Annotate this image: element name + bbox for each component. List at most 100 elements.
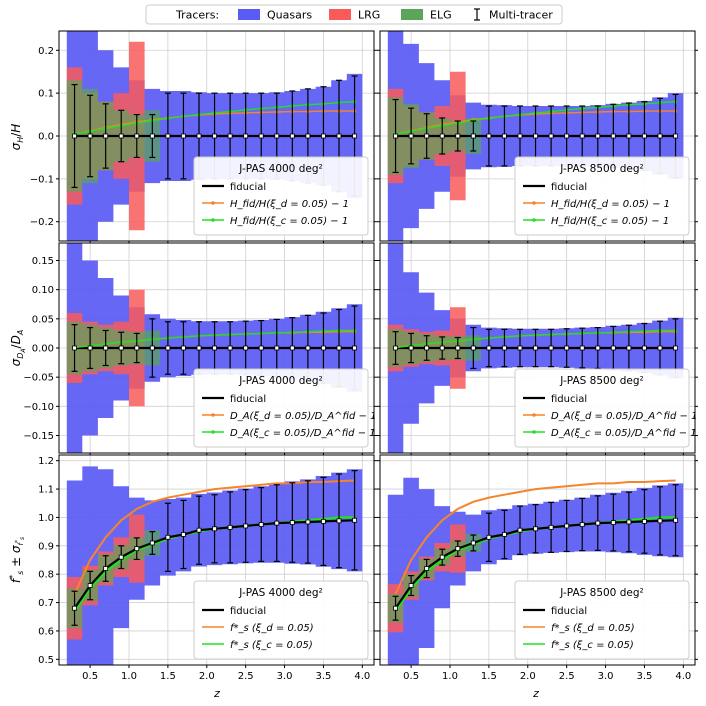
multitracer-marker — [533, 526, 538, 532]
panel-legend-label: fiducial — [551, 606, 587, 617]
multitracer-marker — [408, 345, 414, 351]
x-tick-label: 4.0 — [354, 671, 370, 682]
multitracer-marker — [196, 527, 202, 533]
multitracer-marker — [212, 345, 217, 351]
multitracer-marker — [424, 566, 430, 571]
curve-xi-d — [394, 479, 676, 595]
multitracer-marker — [181, 345, 186, 351]
multitracer-marker — [165, 534, 171, 540]
multitracer-marker — [305, 345, 311, 351]
panel-legend: J-PAS 4000 deg² fiducial H_fid/H(ξ_d = 0.0… — [193, 156, 369, 236]
multitracer-marker — [642, 519, 647, 524]
multitracer-marker — [181, 532, 186, 537]
panel-legend-title: J-PAS 8500 deg² — [559, 163, 643, 175]
multitracer-marker — [165, 133, 171, 139]
panel-legend-label: f*_s (ξ_d = 0.05) — [551, 623, 635, 634]
multitracer-marker — [212, 133, 217, 139]
panel-legend-label: D_A(ξ_d = 0.05)/D_A^fid − 1 — [551, 411, 697, 422]
y-tick-label: 1.1 — [38, 485, 54, 496]
x-tick-label: 1.0 — [121, 671, 137, 682]
x-tick-label: 3.0 — [598, 671, 614, 682]
multitracer-marker — [626, 133, 632, 139]
x-tick-label: 0.5 — [403, 671, 419, 682]
multitracer-marker — [103, 345, 109, 351]
x-tick-label: 3.5 — [636, 671, 652, 682]
y-tick-label: −0.10 — [23, 402, 54, 413]
y-tick-label: −0.1 — [30, 174, 54, 185]
multitracer-marker — [486, 133, 492, 139]
multitracer-marker — [533, 133, 538, 139]
multitracer-marker — [595, 345, 601, 351]
multitracer-marker — [424, 133, 430, 139]
legend-swatch-lrg — [329, 9, 351, 20]
multitracer-marker — [72, 133, 77, 139]
panel-legend-label: fiducial — [551, 182, 587, 193]
multitracer-marker — [626, 345, 632, 351]
multitracer-marker — [227, 133, 233, 139]
multitracer-marker — [673, 133, 678, 139]
multitracer-marker — [149, 345, 155, 351]
multitracer-marker — [673, 345, 678, 351]
x-tick-label: 2.5 — [238, 671, 254, 682]
multitracer-marker — [181, 133, 186, 139]
panel-legend-label: H_fid/H(ξ_c = 0.05) − 1 — [230, 216, 348, 227]
panel-legend-marker — [211, 201, 215, 205]
multitracer-marker — [149, 540, 155, 546]
panel-legend-label: H_fid/H(ξ_d = 0.05) − 1 — [551, 199, 670, 210]
multitracer-marker — [243, 133, 249, 139]
multitracer-marker — [227, 345, 233, 351]
multitracer-marker — [321, 519, 326, 524]
multitracer-marker — [118, 345, 124, 351]
multitracer-marker — [258, 345, 264, 351]
multitracer-marker — [439, 554, 445, 560]
multitracer-marker — [134, 133, 140, 139]
panel-legend-label: D_A(ξ_c = 0.05)/D_A^fid − 1 — [230, 428, 376, 439]
multitracer-marker — [258, 522, 264, 527]
legend-title: Tracers: — [175, 9, 219, 22]
multitracer-marker — [470, 133, 476, 139]
x-tick-label: 4.0 — [675, 671, 691, 682]
multitracer-marker — [424, 345, 430, 351]
multitracer-marker — [548, 524, 554, 530]
multitracer-marker — [657, 345, 663, 351]
multitracer-marker — [626, 519, 632, 525]
multitracer-marker — [455, 133, 461, 139]
multitracer-marker — [289, 345, 295, 351]
panel-legend-box — [193, 368, 369, 448]
multitracer-marker — [393, 605, 398, 611]
panel-legend-label: fiducial — [230, 182, 266, 193]
multitracer-marker — [72, 345, 77, 351]
y-tick-label: −0.15 — [23, 431, 54, 442]
panel-plot-area — [66, 31, 363, 241]
y-tick-label: −0.2 — [30, 217, 54, 228]
multitracer-marker — [243, 523, 249, 529]
multitracer-marker — [336, 518, 342, 524]
panel-legend-marker — [532, 430, 536, 434]
multitracer-marker — [118, 554, 124, 560]
multitracer-marker — [321, 133, 326, 139]
multitracer-marker — [486, 345, 492, 351]
legend-swatch-quasars — [238, 9, 260, 20]
y-tick-label: 1.0 — [38, 513, 54, 524]
panel-legend-marker — [211, 218, 215, 222]
panel-legend-label: fiducial — [230, 606, 266, 617]
multitracer-marker — [289, 520, 295, 525]
panel-legend-label: H_fid/H(ξ_d = 0.05) − 1 — [230, 199, 349, 210]
multitracer-marker — [642, 133, 647, 139]
multitracer-marker — [502, 345, 507, 351]
xlabel-right: z — [532, 687, 539, 700]
panel-growth-4000: 0.5 0.6 0.7 0.8 0.9 1.0 1.1 1.2 0.5 1.0 1.5 2.0 2.5 3… — [38, 454, 377, 682]
panel-angular-4000: −0.15 −0.10 −0.05 0.00 0.05 0.10 0.15 J-PAS 400… — [23, 242, 377, 456]
panel-legend: J-PAS 8500 deg² fiducial f*_s (ξ_d = 0.05)… — [514, 580, 690, 660]
tracer-legend: Tracers: Quasars LRG ELG Multi-tracer — [145, 4, 563, 25]
panel-plot-area — [66, 466, 363, 665]
panel-hubble-4000: −0.2 −0.1 0.0 0.1 0.2 J-PAS 4000 deg² fiducial… — [30, 30, 377, 244]
panel-plot-area — [387, 477, 684, 665]
multitracer-marker — [196, 345, 202, 351]
multitracer-marker — [227, 524, 233, 530]
multitracer-marker — [642, 345, 647, 351]
multitracer-marker — [439, 345, 445, 351]
multitracer-marker — [470, 540, 476, 546]
x-tick-label: 1.5 — [481, 671, 497, 682]
multitracer-marker — [352, 133, 357, 139]
